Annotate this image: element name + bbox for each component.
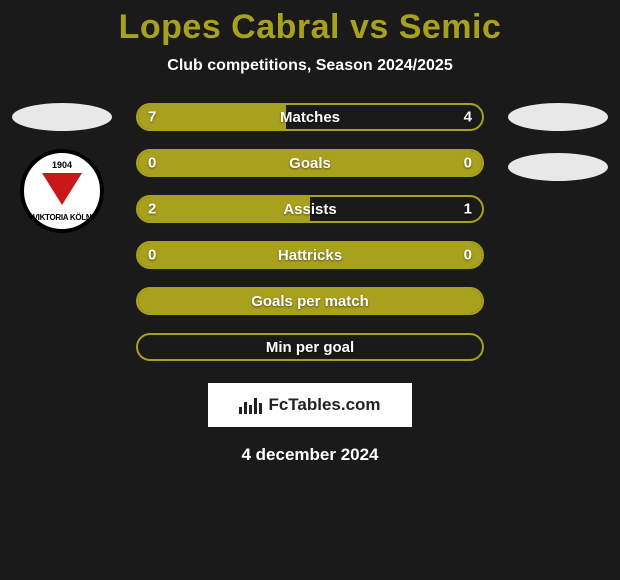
brand-attribution: FcTables.com [208, 383, 412, 427]
stat-label: Min per goal [266, 339, 354, 356]
left-team-column: 1904 VIKTORIA KÖLN [6, 103, 118, 233]
stat-value-right: 1 [464, 201, 472, 218]
stat-label: Goals [289, 155, 331, 172]
stat-value-left: 0 [148, 155, 156, 172]
stat-row: Min per goal [136, 333, 484, 361]
bar-chart-icon [239, 396, 262, 414]
stat-row: 0 0 Goals [136, 149, 484, 177]
stat-row: Goals per match [136, 287, 484, 315]
header: Lopes Cabral vs Semic Club competitions,… [0, 0, 620, 75]
player-photo-placeholder [12, 103, 112, 131]
brand-text: FcTables.com [268, 395, 380, 415]
club-badge-left: 1904 VIKTORIA KÖLN [20, 149, 104, 233]
comparison-panel: 1904 VIKTORIA KÖLN 7 4 Matches 0 0 Goals 2 1 Ass… [0, 103, 620, 361]
stat-value-left: 0 [148, 247, 156, 264]
footer-date: 4 december 2024 [0, 445, 620, 465]
stat-value-right: 4 [464, 109, 472, 126]
stat-row: 0 0 Hattricks [136, 241, 484, 269]
player-photo-placeholder [508, 103, 608, 131]
stat-label: Matches [280, 109, 340, 126]
badge-club-name: VIKTORIA KÖLN [33, 213, 92, 222]
stat-row: 7 4 Matches [136, 103, 484, 131]
stat-value-left: 2 [148, 201, 156, 218]
page-title: Lopes Cabral vs Semic [0, 8, 620, 47]
stat-value-left: 7 [148, 109, 156, 126]
page-subtitle: Club competitions, Season 2024/2025 [0, 57, 620, 75]
stat-bars: 7 4 Matches 0 0 Goals 2 1 Assists 0 0 Hattricks Goal… [136, 103, 484, 361]
right-team-column [502, 103, 614, 181]
stat-label: Assists [283, 201, 336, 218]
badge-year: 1904 [52, 160, 72, 170]
stat-fill-left [138, 105, 286, 129]
stat-label: Hattricks [278, 247, 342, 264]
badge-v-icon [42, 173, 82, 205]
stat-label: Goals per match [251, 293, 369, 310]
stat-row: 2 1 Assists [136, 195, 484, 223]
stat-value-right: 0 [464, 247, 472, 264]
club-badge-placeholder [508, 153, 608, 181]
stat-value-right: 0 [464, 155, 472, 172]
